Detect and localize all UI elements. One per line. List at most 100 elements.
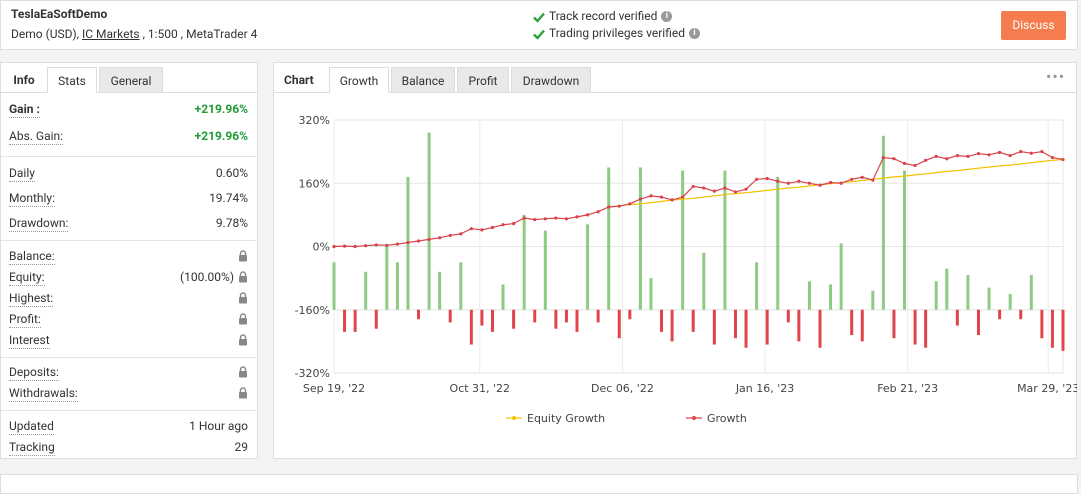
series-point <box>987 153 991 157</box>
series-point <box>416 239 421 243</box>
series-point <box>786 181 790 185</box>
verification-text: Track record verified <box>549 9 658 23</box>
stat-value: 0.60% <box>215 166 248 180</box>
daily-bar <box>522 214 526 310</box>
series-point <box>702 186 706 190</box>
daily-bar <box>1061 309 1065 351</box>
stat-label: Profit: <box>9 312 41 328</box>
tab[interactable]: Balance <box>391 67 455 93</box>
account-subtitle: Demo (USD), IC Markets , 1:500 , MetaTra… <box>11 27 257 41</box>
series-point <box>617 204 621 208</box>
daily-bar <box>564 309 568 323</box>
y-tick-label: 0% <box>313 241 330 254</box>
chart: -320% -160% 0% 160% 320% Sep 19, '22 Oct 31, '… <box>295 114 1077 425</box>
daily-bar <box>501 284 505 310</box>
verification: Track record verified i <box>533 8 700 25</box>
daily-bar <box>1050 309 1054 348</box>
daily-bar <box>733 309 737 339</box>
daily-bar <box>712 309 716 345</box>
series-point <box>998 150 1002 155</box>
series-point <box>712 189 716 193</box>
daily-bar <box>765 309 769 345</box>
tab[interactable]: General <box>99 67 163 93</box>
discuss-button[interactable]: Discuss <box>1001 11 1066 40</box>
series-point <box>533 218 537 222</box>
daily-bar <box>448 309 452 323</box>
daily-bar <box>860 309 864 342</box>
verification: Trading privileges verified i <box>533 25 700 42</box>
series-point <box>955 153 959 158</box>
x-tick-label: Feb 21, '23 <box>877 382 938 395</box>
daily-bar <box>586 224 590 310</box>
daily-bar <box>786 309 790 323</box>
lock-icon <box>239 387 247 399</box>
stat-value: 19.74% <box>209 191 248 205</box>
stat-row: Profit: <box>1 309 256 330</box>
tab[interactable]: Stats <box>47 67 97 93</box>
daily-bar <box>934 281 938 310</box>
series-point <box>1008 153 1012 158</box>
info-icon: i <box>688 28 700 39</box>
stat-label: Interest <box>9 333 50 349</box>
daily-bar <box>395 262 399 310</box>
tab[interactable]: Growth <box>329 67 389 93</box>
stat-label: Withdrawals: <box>9 386 78 402</box>
series-point <box>881 155 885 160</box>
chart-panel: Chart ••• -320% -160% 0% 160% 320% Sep 19, '2… <box>273 62 1077 459</box>
daily-bar <box>1040 309 1044 339</box>
legend-label: Equity Growth <box>527 412 605 425</box>
x-tick-label: Jan 16, '23 <box>735 382 794 395</box>
daily-bar <box>818 309 822 348</box>
series-point <box>342 244 347 248</box>
daily-bar <box>649 278 653 310</box>
daily-bar <box>332 262 336 310</box>
stat-label: Gain : <box>9 102 40 118</box>
stat-label: Tracking <box>9 440 55 456</box>
tab[interactable]: Drawdown <box>511 67 591 93</box>
daily-bar <box>638 167 642 310</box>
daily-bar <box>459 262 463 310</box>
series-point <box>924 158 928 162</box>
x-tick-label: Oct 31, '22 <box>450 382 511 395</box>
daily-bar <box>755 262 759 310</box>
broker-link[interactable]: IC Markets <box>82 27 140 41</box>
series-point <box>332 244 336 249</box>
daily-bar <box>681 170 685 310</box>
series-point <box>797 179 801 183</box>
daily-bar <box>1008 293 1012 310</box>
daily-bar <box>1019 309 1023 320</box>
subtitle-text: , 1:500 , MetaTrader 4 <box>142 27 258 41</box>
series-point <box>501 223 505 227</box>
daily-bar <box>744 309 748 348</box>
stat-value: 29 <box>234 440 249 454</box>
separator <box>1 410 256 411</box>
daily-bar <box>955 309 959 326</box>
y-tick-label: -320% <box>295 367 330 380</box>
series-point <box>1050 155 1055 160</box>
series-point <box>438 236 442 240</box>
legend-swatch-dot <box>512 416 516 420</box>
check-icon <box>533 29 545 40</box>
daily-bar <box>776 176 780 310</box>
daily-bar <box>807 281 811 310</box>
series-point <box>934 154 938 158</box>
series-point <box>776 179 780 183</box>
series-point <box>564 217 569 221</box>
series-point <box>913 163 917 168</box>
stat-row: Drawdown: 9.78% <box>1 213 256 234</box>
daily-bar <box>438 271 442 310</box>
series-point <box>364 244 368 248</box>
daily-bar <box>723 170 727 310</box>
menu-dots[interactable]: ••• <box>1046 67 1066 86</box>
tab[interactable]: Profit <box>457 67 509 93</box>
series-point <box>448 233 452 238</box>
lock-icon <box>239 271 247 283</box>
series-point <box>1040 150 1044 154</box>
daily-bar <box>427 132 431 310</box>
stat-row: Interest <box>1 330 256 351</box>
separator <box>1 240 256 241</box>
daily-bar <box>998 309 1002 320</box>
stat-row: Equity: (100.00%) <box>1 267 256 288</box>
daily-bar <box>966 274 970 310</box>
stat-value: +219.96% <box>194 102 248 116</box>
